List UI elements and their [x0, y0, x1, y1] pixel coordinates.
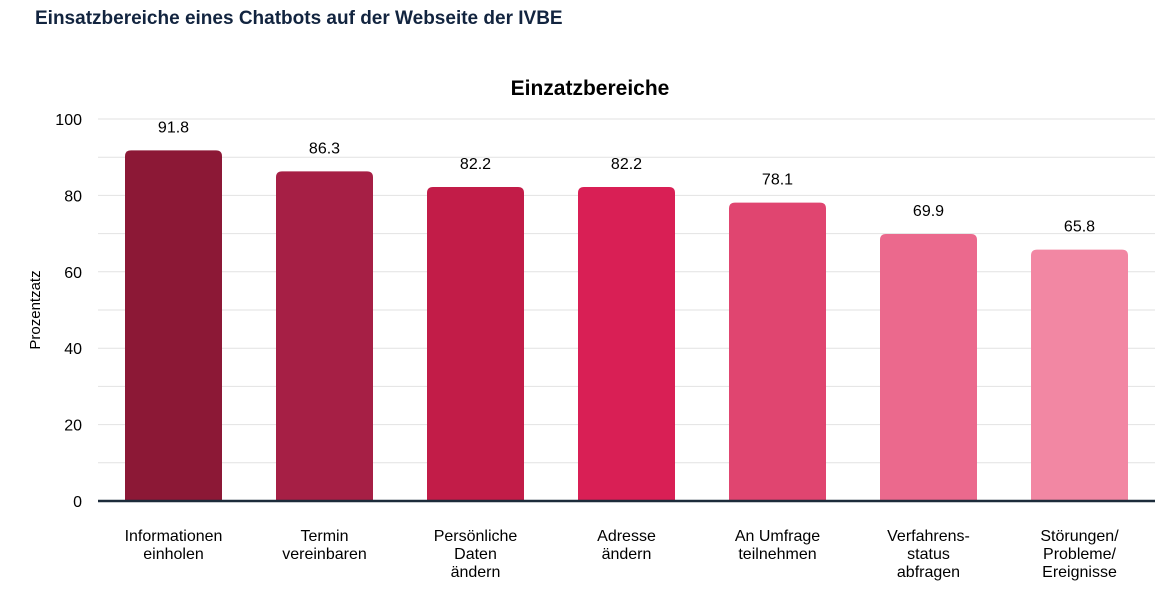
y-tick-label: 60 [64, 265, 82, 282]
data-labels: 91.8 86.3 82.2 82.2 78.1 69.9 65.8 [158, 119, 1095, 235]
page-title: Einsatzbereiche eines Chatbots auf der W… [35, 8, 563, 29]
x-tick-label: Termin vereinbaren [282, 528, 367, 563]
bar [427, 186, 524, 501]
data-label: 86.3 [309, 140, 340, 157]
x-axis-ticks: Informationen einholen Termin vereinbaren Pe… [125, 528, 1120, 581]
y-tick-label: 0 [73, 494, 82, 511]
data-label: 78.1 [762, 172, 793, 189]
x-tick-label: Adresse ändern [597, 528, 656, 563]
data-label: 69.9 [913, 203, 944, 220]
y-axis-ticks: 0 20 40 60 80 100 [55, 112, 82, 511]
bar [1031, 249, 1128, 501]
bars [125, 150, 1128, 502]
y-tick-label: 20 [64, 418, 82, 435]
data-label: 65.8 [1064, 219, 1095, 236]
x-tick-label: An Umfrage teilnehmen [735, 528, 820, 563]
bar [729, 202, 826, 501]
y-tick-label: 80 [64, 188, 82, 205]
chart-title: Einzatzbereiche [511, 77, 670, 100]
data-label: 91.8 [158, 119, 189, 136]
bar [880, 233, 977, 501]
bar [125, 150, 222, 501]
y-tick-label: 40 [64, 341, 82, 358]
y-tick-label: 100 [55, 112, 82, 129]
x-tick-label: Persönliche Daten ändern [434, 528, 518, 581]
bar [276, 171, 373, 502]
data-label: 82.2 [611, 156, 642, 173]
data-label: 82.2 [460, 156, 491, 173]
bar [578, 186, 675, 501]
x-tick-label: Informationen einholen [125, 528, 223, 563]
y-axis-label: Prozentzatz [27, 270, 44, 349]
x-tick-label: Verfahrens-status abfragen [887, 528, 970, 581]
x-tick-label: Störungen/Probleme/Ereignisse [1040, 528, 1119, 581]
